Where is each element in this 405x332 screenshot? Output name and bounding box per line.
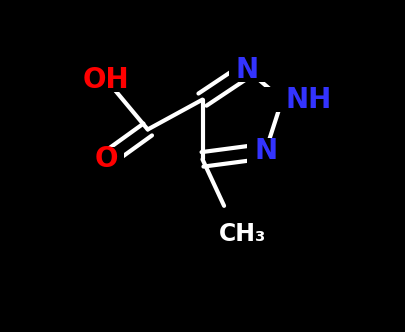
Text: O: O (94, 145, 118, 173)
FancyBboxPatch shape (229, 57, 266, 82)
FancyBboxPatch shape (88, 147, 124, 172)
Text: N: N (254, 137, 277, 165)
FancyBboxPatch shape (253, 87, 318, 112)
Text: NH: NH (286, 86, 332, 114)
FancyBboxPatch shape (247, 138, 284, 164)
Text: OH: OH (83, 66, 130, 94)
FancyBboxPatch shape (73, 67, 139, 92)
Text: CH₃: CH₃ (219, 222, 266, 246)
Text: N: N (236, 56, 259, 84)
FancyBboxPatch shape (216, 222, 269, 247)
